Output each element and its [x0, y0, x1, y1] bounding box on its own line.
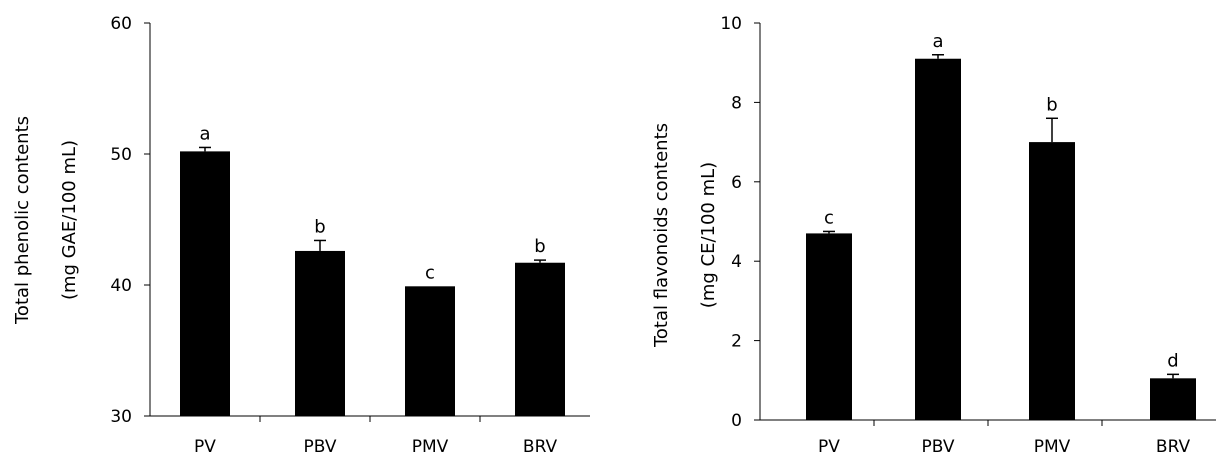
significance-letter: c	[425, 262, 435, 283]
significance-letter: b	[534, 236, 545, 257]
x-tick-label: BRV	[523, 437, 558, 457]
x-tick-label: PBV	[303, 437, 336, 457]
significance-letter: b	[314, 216, 325, 237]
y-tick-label: 60	[110, 14, 132, 34]
bar-pmv	[1029, 142, 1075, 420]
flavonoid-chart: Total flavonoids contents (mg CE/100 mL)…	[651, 14, 1216, 457]
y-tick-label: 40	[110, 276, 132, 296]
phenolic-chart: Total phenolic contents (mg GAE/100 mL) …	[12, 14, 590, 457]
y-tick-label: 8	[731, 93, 742, 113]
y-tick-label: 0	[731, 411, 742, 431]
bar-pv	[806, 233, 852, 420]
bar-pbv	[295, 250, 345, 416]
bar-brv	[515, 262, 565, 416]
bar-pmv	[405, 286, 455, 416]
x-tick-label: PV	[818, 437, 840, 457]
y-tick-label: 2	[731, 332, 742, 352]
y-axis-label-line2: (mg GAE/100 mL)	[59, 140, 80, 300]
x-tick-label: PV	[194, 437, 216, 457]
y-axis-label-line1: Total phenolic contents	[12, 116, 33, 325]
x-tick-label: BRV	[1156, 437, 1191, 457]
x-tick-label: PMV	[412, 437, 449, 457]
y-tick-label: 6	[731, 173, 742, 193]
y-axis-label-line2: (mg CE/100 mL)	[698, 162, 719, 308]
significance-letter: c	[824, 207, 834, 228]
y-tick-label: 30	[110, 407, 132, 427]
x-tick-label: PMV	[1034, 437, 1071, 457]
y-tick-label: 10	[720, 14, 742, 34]
bar-pv	[180, 151, 230, 416]
significance-letter: a	[199, 123, 210, 144]
x-tick-label: PBV	[921, 437, 954, 457]
bar-pbv	[915, 58, 961, 420]
significance-letter: a	[932, 31, 943, 52]
significance-letter: d	[1167, 350, 1178, 371]
y-tick-label: 50	[110, 145, 132, 165]
bar-brv	[1150, 378, 1196, 420]
y-axis-label-line1: Total flavonoids contents	[651, 123, 672, 348]
significance-letter: b	[1046, 94, 1057, 115]
y-tick-label: 4	[731, 252, 742, 272]
